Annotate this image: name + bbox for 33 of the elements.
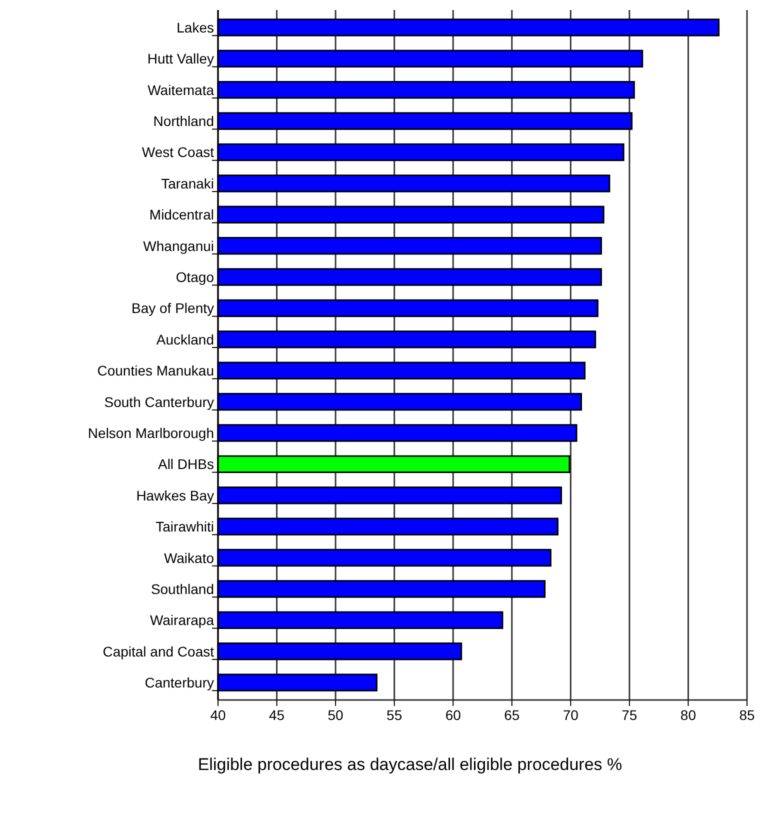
x-tick-label: 50: [328, 707, 344, 723]
x-axis-title: Eligible procedures as daycase/all eligible procedures %: [198, 755, 622, 774]
y-tick-label: Taranaki: [161, 175, 214, 192]
y-tick-label: Lakes: [176, 19, 214, 36]
x-tick-label: 55: [386, 707, 402, 723]
x-tick-label: 70: [562, 707, 579, 723]
y-tick-label: Hawkes Bay: [136, 487, 214, 504]
x-tick-label: 45: [268, 707, 285, 723]
y-tick-label: Bay of Plenty: [132, 300, 214, 316]
y-tick-label: Wairarapa: [150, 612, 214, 628]
y-tick-label: Midcentral: [149, 206, 214, 223]
x-tick-label: 80: [680, 707, 696, 723]
y-tick-label: All DHBs: [158, 456, 214, 472]
y-tick-label: South Canterbury: [104, 394, 214, 410]
x-tick-label: 85: [739, 707, 755, 723]
y-tick-label: Capital and Coast: [102, 643, 214, 660]
y-tick-label: Northland: [153, 113, 214, 130]
x-tick-label: 60: [445, 707, 462, 723]
y-tick-label: Waitemata: [148, 82, 214, 98]
y-tick-label: Whanganui: [143, 238, 214, 254]
y-tick-label: Southland: [150, 580, 214, 597]
y-tick-label: Nelson Marlborough: [88, 424, 214, 441]
y-tick-label: Otago: [176, 269, 214, 286]
y-tick-label: West Coast: [142, 144, 214, 160]
y-tick-label: Counties Manukau: [97, 362, 214, 379]
x-tick-label: 65: [504, 707, 520, 723]
y-tick-label: Hutt Valley: [147, 50, 214, 67]
x-tick-label: 40: [210, 707, 226, 723]
y-tick-label: Tairawhiti: [156, 518, 214, 535]
y-tick-label: Waikato: [164, 550, 214, 566]
x-tick-label: 75: [622, 707, 638, 723]
y-tick-label: Auckland: [156, 331, 214, 348]
y-tick-label: Canterbury: [144, 674, 214, 691]
